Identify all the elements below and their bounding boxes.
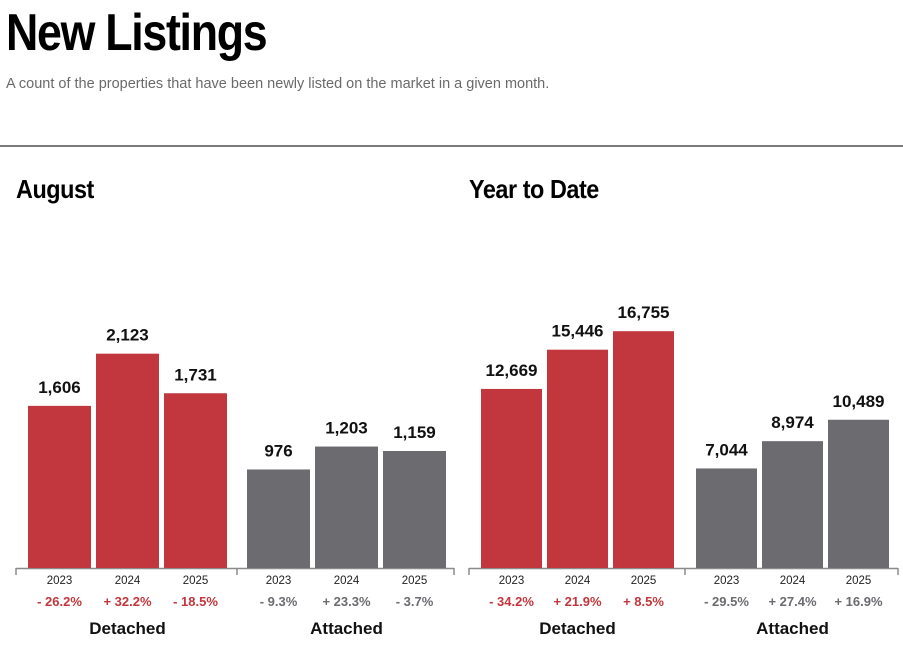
bar-year-to-date-detached-2025	[613, 331, 674, 568]
year-label-year-to-date-attached-2025: 2025	[846, 575, 872, 587]
bar-august-detached-2024	[96, 353, 159, 568]
change-label-year-to-date-detached-2024: + 21.9%	[553, 594, 602, 609]
bar-august-attached-2023	[247, 469, 310, 568]
header-divider	[0, 145, 903, 147]
year-label-year-to-date-detached-2024: 2024	[565, 575, 591, 587]
change-label-august-detached-2025: - 18.5%	[173, 594, 218, 609]
year-label-august-attached-2023: 2023	[266, 575, 292, 587]
bar-august-attached-2024	[315, 446, 378, 568]
chart-title-year-to-date: Year to Date	[469, 174, 599, 204]
value-label-year-to-date-attached-2024: 8,974	[771, 413, 814, 432]
value-label-year-to-date-attached-2023: 7,044	[705, 440, 748, 459]
bar-august-attached-2025	[383, 450, 446, 568]
year-label-august-attached-2024: 2024	[334, 575, 360, 587]
value-label-year-to-date-attached-2025: 10,489	[833, 392, 885, 411]
series-label-august-detached: Detached	[89, 619, 166, 638]
change-label-august-attached-2024: + 23.3%	[322, 594, 371, 609]
value-label-year-to-date-detached-2023: 12,669	[486, 361, 538, 380]
year-label-august-attached-2025: 2025	[402, 575, 428, 587]
bar-year-to-date-detached-2024	[547, 349, 608, 568]
chart-august: 1,606 2023 - 26.2% 2,123 2024 + 32.2% 1,731 202…	[15, 326, 455, 638]
change-label-year-to-date-detached-2025: + 8.5%	[623, 594, 664, 609]
change-label-august-detached-2024: + 32.2%	[103, 594, 152, 609]
series-label-year-to-date-attached: Attached	[756, 619, 829, 638]
value-label-august-attached-2025: 1,159	[393, 423, 436, 442]
year-label-year-to-date-detached-2023: 2023	[499, 575, 525, 587]
bar-august-detached-2023	[28, 405, 91, 568]
bar-year-to-date-attached-2023	[696, 468, 757, 568]
bar-year-to-date-attached-2024	[762, 441, 823, 568]
change-label-year-to-date-attached-2023: - 29.5%	[704, 594, 749, 609]
chart-title-august: August	[16, 174, 94, 204]
change-label-august-attached-2025: - 3.7%	[396, 594, 434, 609]
bar-year-to-date-detached-2023	[481, 388, 542, 568]
change-label-august-attached-2023: - 9.3%	[260, 594, 298, 609]
bar-year-to-date-attached-2025	[828, 419, 889, 568]
page-title: New Listings	[6, 4, 268, 62]
change-label-august-detached-2023: - 26.2%	[37, 594, 82, 609]
year-label-year-to-date-attached-2024: 2024	[780, 575, 806, 587]
year-label-august-detached-2024: 2024	[115, 575, 141, 587]
page-subtitle: A count of the properties that have been…	[6, 76, 550, 92]
year-label-year-to-date-detached-2025: 2025	[631, 575, 657, 587]
series-label-year-to-date-detached: Detached	[539, 619, 616, 638]
year-label-august-detached-2025: 2025	[183, 575, 209, 587]
change-label-year-to-date-attached-2024: + 27.4%	[768, 594, 817, 609]
bar-august-detached-2025	[164, 393, 227, 568]
change-label-year-to-date-attached-2025: + 16.9%	[834, 594, 883, 609]
year-label-august-detached-2023: 2023	[47, 575, 73, 587]
value-label-august-detached-2025: 1,731	[174, 365, 217, 384]
value-label-august-attached-2024: 1,203	[325, 419, 368, 438]
value-label-august-detached-2023: 1,606	[38, 378, 81, 397]
value-label-year-to-date-detached-2025: 16,755	[618, 303, 670, 322]
value-label-august-detached-2024: 2,123	[106, 326, 149, 345]
change-label-year-to-date-detached-2023: - 34.2%	[489, 594, 534, 609]
year-label-year-to-date-attached-2023: 2023	[714, 575, 740, 587]
value-label-august-attached-2023: 976	[264, 441, 292, 460]
value-label-year-to-date-detached-2024: 15,446	[552, 322, 604, 341]
series-label-august-attached: Attached	[310, 619, 383, 638]
chart-year-to-date: 12,669 2023 - 34.2% 15,446 2024 + 21.9% 16,755…	[468, 303, 899, 638]
